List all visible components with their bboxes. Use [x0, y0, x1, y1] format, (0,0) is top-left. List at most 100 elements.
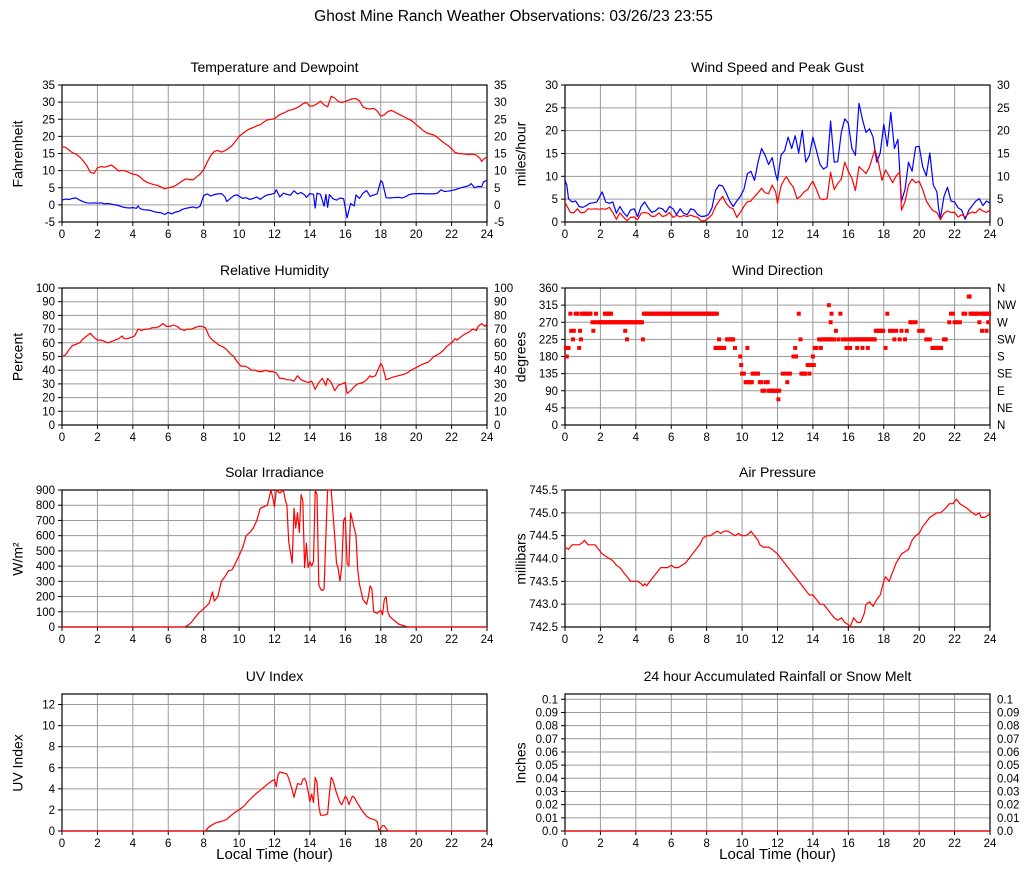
svg-text:10: 10 [494, 166, 507, 178]
svg-text:0: 0 [552, 217, 558, 229]
svg-text:40: 40 [494, 365, 507, 377]
svg-text:10: 10 [42, 406, 55, 418]
svg-text:8: 8 [49, 742, 55, 754]
chart-title-solar-irradiance: Solar Irradiance [225, 464, 324, 480]
page-title: Ghost Mine Ranch Weather Observations: 0… [314, 8, 713, 25]
svg-text:4: 4 [130, 838, 137, 850]
svg-text:22: 22 [948, 229, 961, 241]
svg-text:8: 8 [200, 229, 206, 241]
svg-text:5: 5 [552, 194, 558, 206]
svg-text:12: 12 [771, 229, 784, 241]
svg-text:W: W [997, 317, 1008, 329]
y-axis-label-uv-index: UV Index [9, 734, 26, 792]
svg-text:10: 10 [233, 229, 246, 241]
y-axis-label-percent: Percent [9, 332, 26, 382]
svg-text:0: 0 [562, 229, 568, 241]
svg-text:24: 24 [984, 229, 997, 241]
svg-text:0.02: 0.02 [536, 800, 558, 812]
svg-text:0: 0 [59, 838, 65, 850]
svg-text:0.09: 0.09 [536, 707, 558, 719]
svg-text:744.0: 744.0 [529, 554, 558, 566]
svg-text:10: 10 [736, 634, 749, 646]
plot-area-rainfall: 0 2 4 6 8 10 12 14 16 18 20 22 240.0 0.00.01 0.010.02 0… [536, 693, 1020, 850]
y-axis-label-watts-per-square-meter: W/m² [9, 542, 26, 576]
svg-text:40: 40 [42, 365, 55, 377]
svg-text:0: 0 [494, 200, 500, 212]
svg-text:10: 10 [494, 406, 507, 418]
svg-text:0: 0 [59, 634, 65, 646]
svg-text:6: 6 [668, 838, 674, 850]
svg-text:500: 500 [36, 546, 55, 558]
svg-text:6: 6 [49, 763, 55, 775]
svg-text:742.5: 742.5 [529, 622, 558, 634]
svg-text:15: 15 [494, 149, 507, 161]
svg-text:0.0: 0.0 [997, 826, 1013, 838]
svg-text:4: 4 [49, 784, 56, 796]
svg-text:100: 100 [494, 283, 513, 295]
svg-text:20: 20 [494, 393, 507, 405]
svg-text:N: N [997, 283, 1005, 295]
svg-text:S: S [997, 352, 1005, 364]
svg-text:2: 2 [94, 432, 100, 444]
chart-title-temperature-dewpoint: Temperature and Dewpoint [190, 59, 359, 75]
svg-text:90: 90 [42, 297, 55, 309]
svg-text:20: 20 [410, 634, 423, 646]
chart-title-relative-humidity: Relative Humidity [220, 262, 329, 278]
svg-text:600: 600 [36, 531, 55, 543]
svg-text:745.5: 745.5 [529, 485, 558, 497]
svg-text:0.05: 0.05 [536, 760, 558, 772]
svg-text:100: 100 [36, 283, 55, 295]
svg-text:0.04: 0.04 [536, 773, 559, 785]
svg-text:10: 10 [233, 838, 246, 850]
svg-text:25: 25 [997, 103, 1010, 115]
svg-text:5: 5 [49, 183, 55, 195]
svg-text:14: 14 [807, 634, 820, 646]
svg-text:18: 18 [877, 229, 890, 241]
chart-wind-direction: Wind Direction degrees 0 2 4 6 8 10 12 14 16 18 20… [503, 258, 1017, 466]
y-axis-label-miles-per-hour: miles/hour [512, 121, 529, 187]
svg-text:20: 20 [913, 229, 926, 241]
svg-text:12: 12 [268, 634, 281, 646]
svg-text:30: 30 [494, 379, 507, 391]
svg-text:NW: NW [997, 300, 1016, 312]
chart-title-wind-direction: Wind Direction [731, 262, 824, 278]
svg-text:0.01: 0.01 [997, 813, 1019, 825]
svg-text:0: 0 [562, 432, 568, 444]
svg-text:50: 50 [494, 352, 507, 364]
svg-text:18: 18 [374, 432, 387, 444]
plot-area-air-pressure: 0 2 4 6 8 10 12 14 16 18 20 22 24742.5743.0743.5744.… [529, 485, 997, 646]
svg-text:15: 15 [545, 149, 558, 161]
svg-text:60: 60 [494, 338, 507, 350]
svg-text:12: 12 [268, 838, 281, 850]
svg-text:225: 225 [539, 334, 558, 346]
svg-text:0.07: 0.07 [997, 734, 1019, 746]
chart-rainfall: 24 hour Accumulated Rainfall or Snow Mel… [503, 664, 1020, 872]
svg-text:22: 22 [445, 838, 458, 850]
svg-text:900: 900 [36, 485, 55, 497]
svg-text:5: 5 [997, 194, 1003, 206]
svg-text:700: 700 [36, 515, 55, 527]
svg-text:24: 24 [984, 432, 997, 444]
chart-title-rainfall: 24 hour Accumulated Rainfall or Snow Mel… [643, 668, 912, 684]
svg-text:15: 15 [42, 149, 55, 161]
svg-text:60: 60 [42, 338, 55, 350]
svg-text:0: 0 [49, 420, 55, 432]
svg-text:30: 30 [42, 379, 55, 391]
svg-text:0: 0 [997, 217, 1003, 229]
svg-text:12: 12 [268, 229, 281, 241]
svg-text:18: 18 [374, 634, 387, 646]
svg-text:135: 135 [539, 369, 558, 381]
svg-text:0.07: 0.07 [536, 734, 558, 746]
svg-text:0.0: 0.0 [542, 826, 558, 838]
svg-text:90: 90 [545, 386, 558, 398]
svg-text:743.0: 743.0 [529, 599, 558, 611]
svg-text:45: 45 [545, 403, 558, 415]
svg-text:0.06: 0.06 [997, 747, 1019, 759]
svg-text:10: 10 [545, 171, 558, 183]
svg-text:90: 90 [494, 297, 507, 309]
svg-text:0.03: 0.03 [536, 786, 558, 798]
